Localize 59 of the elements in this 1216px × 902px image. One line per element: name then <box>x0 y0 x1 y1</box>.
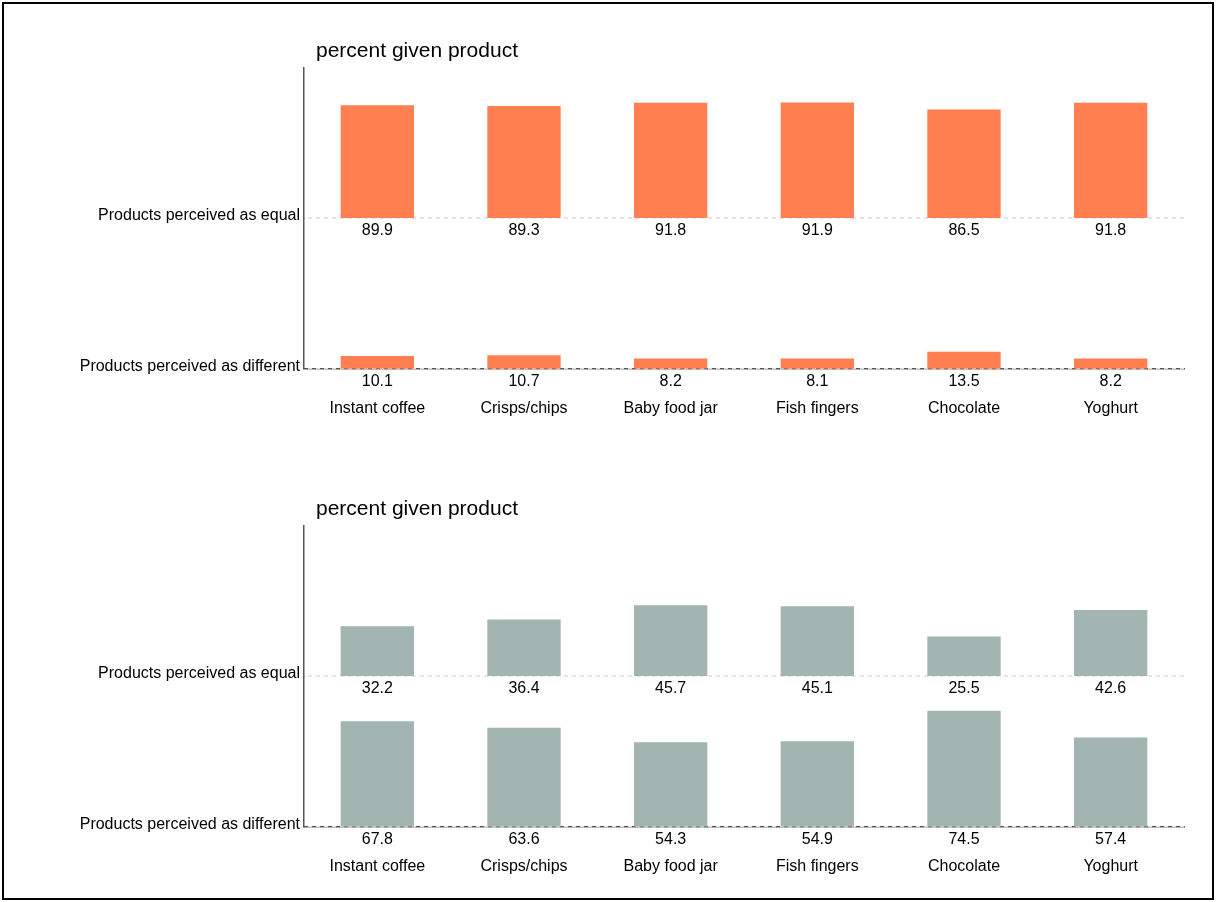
data-label: 45.7 <box>655 679 687 697</box>
data-label: 8.1 <box>806 372 829 390</box>
x-tick-label: Baby food jar <box>623 398 719 416</box>
data-label: 91.8 <box>1095 221 1127 239</box>
data-label: 54.9 <box>801 830 834 848</box>
data-label: 8.2 <box>1099 372 1122 390</box>
data-label: 10.7 <box>508 372 540 390</box>
data-label: 32.2 <box>361 679 394 697</box>
bar <box>634 605 708 676</box>
x-tick-label: Instant coffee <box>329 856 426 874</box>
y-axis-title: Products perceived as equal <box>98 664 300 682</box>
chart-title: percent given product <box>316 496 519 520</box>
data-label: 45.1 <box>801 679 834 697</box>
bar <box>927 710 1001 827</box>
chart-title: percent given product <box>316 38 519 62</box>
y-axis-title: Products perceived as equal <box>98 206 300 224</box>
x-tick-label: Yoghurt <box>1083 856 1139 874</box>
bar <box>487 355 561 369</box>
bar <box>340 356 414 369</box>
x-tick-label: Instant coffee <box>329 398 426 416</box>
bar <box>634 358 708 369</box>
data-label: 74.5 <box>948 830 980 848</box>
data-label: 36.4 <box>508 679 540 697</box>
data-label: 57.4 <box>1095 830 1127 848</box>
x-tick-label: Crisps/chips <box>480 856 568 874</box>
x-tick-label: Baby food jar <box>623 856 719 874</box>
data-label: 8.2 <box>659 372 682 390</box>
data-label: 25.5 <box>948 679 980 697</box>
x-tick-label: Fish fingers <box>775 398 859 416</box>
x-tick-label: Yoghurt <box>1083 398 1139 416</box>
data-label: 42.6 <box>1095 679 1127 697</box>
x-tick-label: Chocolate <box>927 398 1001 416</box>
data-label: 63.6 <box>508 830 540 848</box>
bar <box>1074 358 1148 369</box>
x-tick-label: Fish fingers <box>775 856 859 874</box>
y-axis-title: Products perceived as different <box>79 357 301 375</box>
bar <box>780 606 854 676</box>
data-label: 89.3 <box>508 221 540 239</box>
data-label: 91.8 <box>655 221 687 239</box>
bar <box>927 636 1001 676</box>
bar <box>634 742 708 827</box>
bar <box>340 626 414 676</box>
bar <box>780 741 854 827</box>
data-label: 91.9 <box>801 221 834 239</box>
data-label: 89.9 <box>361 221 394 239</box>
bar <box>1074 610 1148 676</box>
data-label: 86.5 <box>948 221 980 239</box>
y-axis-title: Products perceived as different <box>79 815 301 833</box>
bar <box>340 721 414 827</box>
bar <box>927 351 1001 369</box>
data-label: 67.8 <box>361 830 394 848</box>
data-label: 54.3 <box>655 830 687 848</box>
data-label: 10.1 <box>361 372 394 390</box>
x-tick-label: Crisps/chips <box>480 398 568 416</box>
bar <box>487 619 561 676</box>
bar <box>487 727 561 827</box>
data-label: 13.5 <box>948 372 980 390</box>
bar <box>1074 737 1148 827</box>
x-tick-label: Chocolate <box>927 856 1001 874</box>
